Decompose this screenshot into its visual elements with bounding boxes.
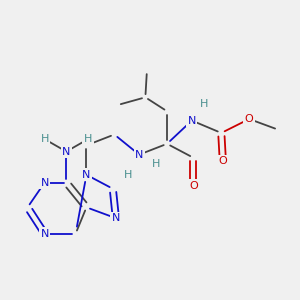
Text: N: N (135, 150, 143, 160)
Text: N: N (40, 178, 49, 188)
Text: H: H (84, 134, 92, 144)
Text: O: O (189, 181, 198, 190)
Text: N: N (188, 116, 196, 126)
Text: H: H (152, 159, 160, 169)
Text: H: H (124, 170, 133, 180)
Text: N: N (40, 229, 49, 239)
Text: N: N (82, 170, 91, 180)
Text: H: H (200, 98, 208, 109)
Text: O: O (245, 114, 254, 124)
Text: O: O (218, 156, 227, 166)
Text: N: N (112, 213, 120, 223)
Text: H: H (40, 134, 49, 144)
Text: N: N (62, 146, 70, 157)
